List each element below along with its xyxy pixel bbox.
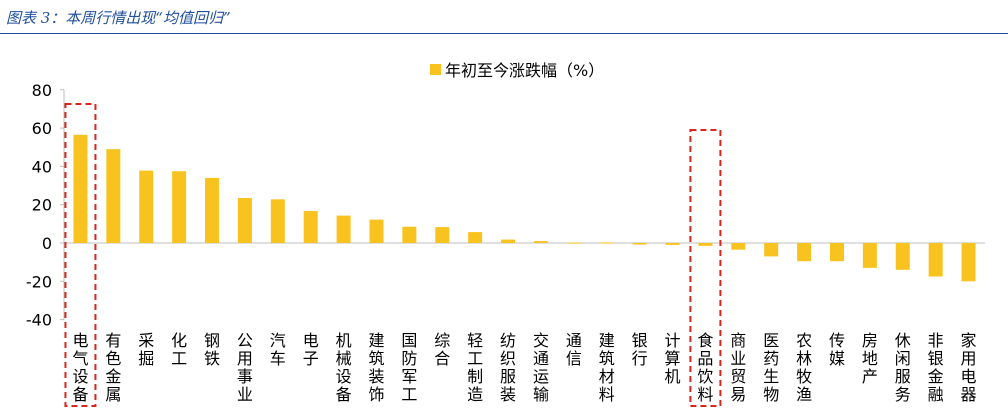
category-label: 国防军工 [401, 331, 417, 404]
category-label: 传媒 [829, 331, 845, 368]
bar [468, 232, 483, 243]
category-label: 汽车 [270, 331, 286, 368]
bar [895, 243, 910, 270]
legend: 年初至今涨跌幅（%） [430, 61, 604, 80]
legend-label: 年初至今涨跌幅（%） [445, 61, 604, 80]
category-label: 商业贸易 [730, 331, 746, 404]
figure-caption: 图表 3：本周行情出现“均值回归” [6, 9, 231, 27]
bar [764, 243, 779, 257]
category-label: 房地产 [862, 331, 878, 386]
category-label: 通信 [566, 331, 582, 368]
category-label: 交通运输 [533, 331, 549, 404]
bar [237, 197, 252, 243]
category-label: 建筑材料 [599, 331, 615, 404]
bar [336, 215, 351, 243]
category-label: 食品饮料 [697, 331, 713, 404]
bar [533, 241, 548, 243]
y-tick-label: -20 [26, 272, 52, 291]
category-label: 电子 [303, 331, 319, 368]
category-label: 医药生物 [763, 331, 779, 404]
bars [73, 134, 976, 282]
y-tick-label: 40 [32, 157, 52, 176]
category-label: 化工 [171, 331, 187, 368]
category-label: 综合 [434, 331, 450, 368]
bar [172, 171, 187, 243]
bar [369, 219, 384, 243]
highlight-boxes [64, 103, 722, 407]
category-label: 采掘 [138, 331, 154, 368]
category-label: 农林牧渔 [796, 331, 812, 404]
bar [961, 243, 976, 282]
highlight-box [689, 129, 722, 407]
bar [698, 243, 713, 246]
bar [303, 211, 318, 243]
bar [501, 239, 516, 243]
category-label: 钢铁 [204, 331, 220, 368]
category-label: 电气设备 [72, 331, 88, 404]
bar [139, 170, 154, 243]
bar [632, 243, 647, 245]
y-axis: 80 60 40 20 0 -20 -40 [26, 81, 65, 330]
bar [73, 134, 88, 243]
category-label: 机械设备 [336, 331, 352, 404]
category-label: 银行 [632, 331, 648, 368]
category-label: 休闲服务 [895, 331, 911, 404]
bar [829, 243, 844, 262]
bar [599, 242, 614, 244]
y-tick-label: 20 [32, 196, 52, 215]
bar [270, 199, 285, 243]
bar [731, 243, 746, 250]
bar [566, 242, 581, 244]
legend-swatch [430, 64, 441, 75]
category-label: 轻工制造 [467, 331, 483, 404]
bar [665, 243, 680, 245]
category-label: 家用电器 [961, 331, 977, 404]
y-tick-label: 80 [32, 81, 52, 100]
bar [928, 243, 943, 277]
bar [106, 149, 121, 243]
category-label: 有色金属 [105, 331, 121, 404]
bar [435, 227, 450, 243]
highlight-box [64, 103, 97, 407]
category-label: 纺织服装 [500, 331, 516, 404]
category-label: 非银金融 [928, 331, 944, 404]
category-label: 公用事业 [237, 331, 253, 404]
bar [205, 177, 220, 243]
category-label: 计算机 [665, 331, 681, 386]
caption-divider [0, 33, 1008, 34]
y-tick-label: -40 [26, 311, 52, 330]
y-tick-label: 0 [42, 234, 52, 253]
bar [797, 243, 812, 262]
category-label: 建筑装饰 [368, 331, 384, 404]
bar [862, 243, 877, 268]
y-tick-label: 60 [32, 119, 52, 138]
bar [402, 226, 417, 243]
